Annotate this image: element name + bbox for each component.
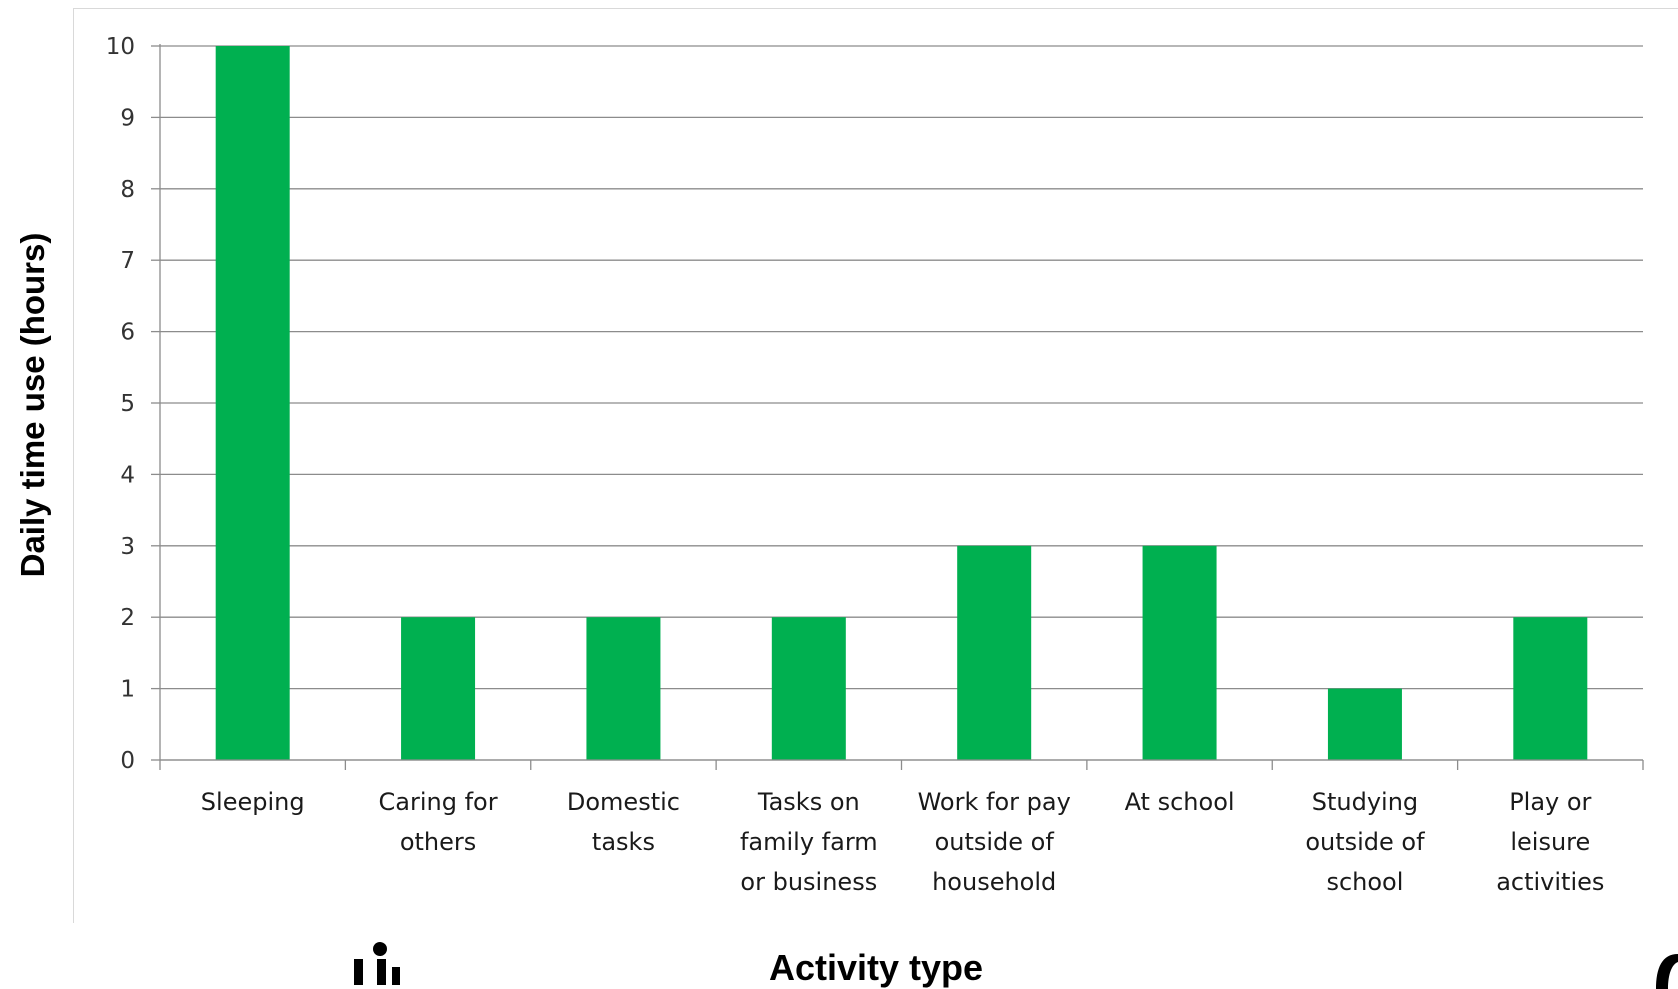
y-tick-label: 0 (120, 748, 135, 774)
bar (1513, 617, 1588, 760)
logo-figures-icon (354, 942, 400, 985)
chart-frame (73, 8, 1678, 923)
y-tick-label: 6 (120, 320, 135, 346)
axes (151, 44, 1644, 770)
x-category-label: Sleeping (201, 788, 305, 816)
bar (586, 617, 661, 760)
x-axis-title: Activity type (768, 947, 984, 988)
bar (1142, 545, 1217, 760)
y-tick-label: 2 (120, 605, 135, 631)
x-category-label: At school (1125, 788, 1235, 816)
y-tick-label: 5 (120, 391, 135, 417)
bar (1327, 688, 1402, 760)
bar (401, 617, 476, 760)
bar (771, 617, 846, 760)
y-axis-title: Daily time use (hours) (14, 232, 51, 578)
labels: 0 1 2 3 4 5 6 7 8 9 10 Sleeping Caring for others Dome… (106, 34, 1605, 896)
y-tick-label: 7 (120, 248, 135, 274)
y-tick-label: 8 (120, 177, 135, 203)
x-category-label: Work for pay outside of household (918, 788, 1071, 896)
x-category-label: Domestic tasks (567, 788, 680, 856)
y-tick-label: 9 (120, 105, 135, 131)
x-category-label: Play or leisure activities (1496, 788, 1604, 896)
y-tick-label: 1 (120, 677, 135, 703)
gridlines (160, 45, 1643, 761)
y-tick-label: 4 (120, 462, 135, 488)
corner-logo-icon (1656, 954, 1678, 989)
x-category-label: Tasks on family farm or business (740, 788, 878, 896)
bars (215, 46, 1588, 760)
x-category-label: Studying outside of school (1305, 788, 1425, 896)
x-category-label: Caring for others (379, 788, 498, 856)
y-tick-label: 10 (106, 34, 135, 60)
bar (215, 46, 290, 760)
y-tick-label: 3 (120, 534, 135, 560)
bar (957, 545, 1032, 760)
